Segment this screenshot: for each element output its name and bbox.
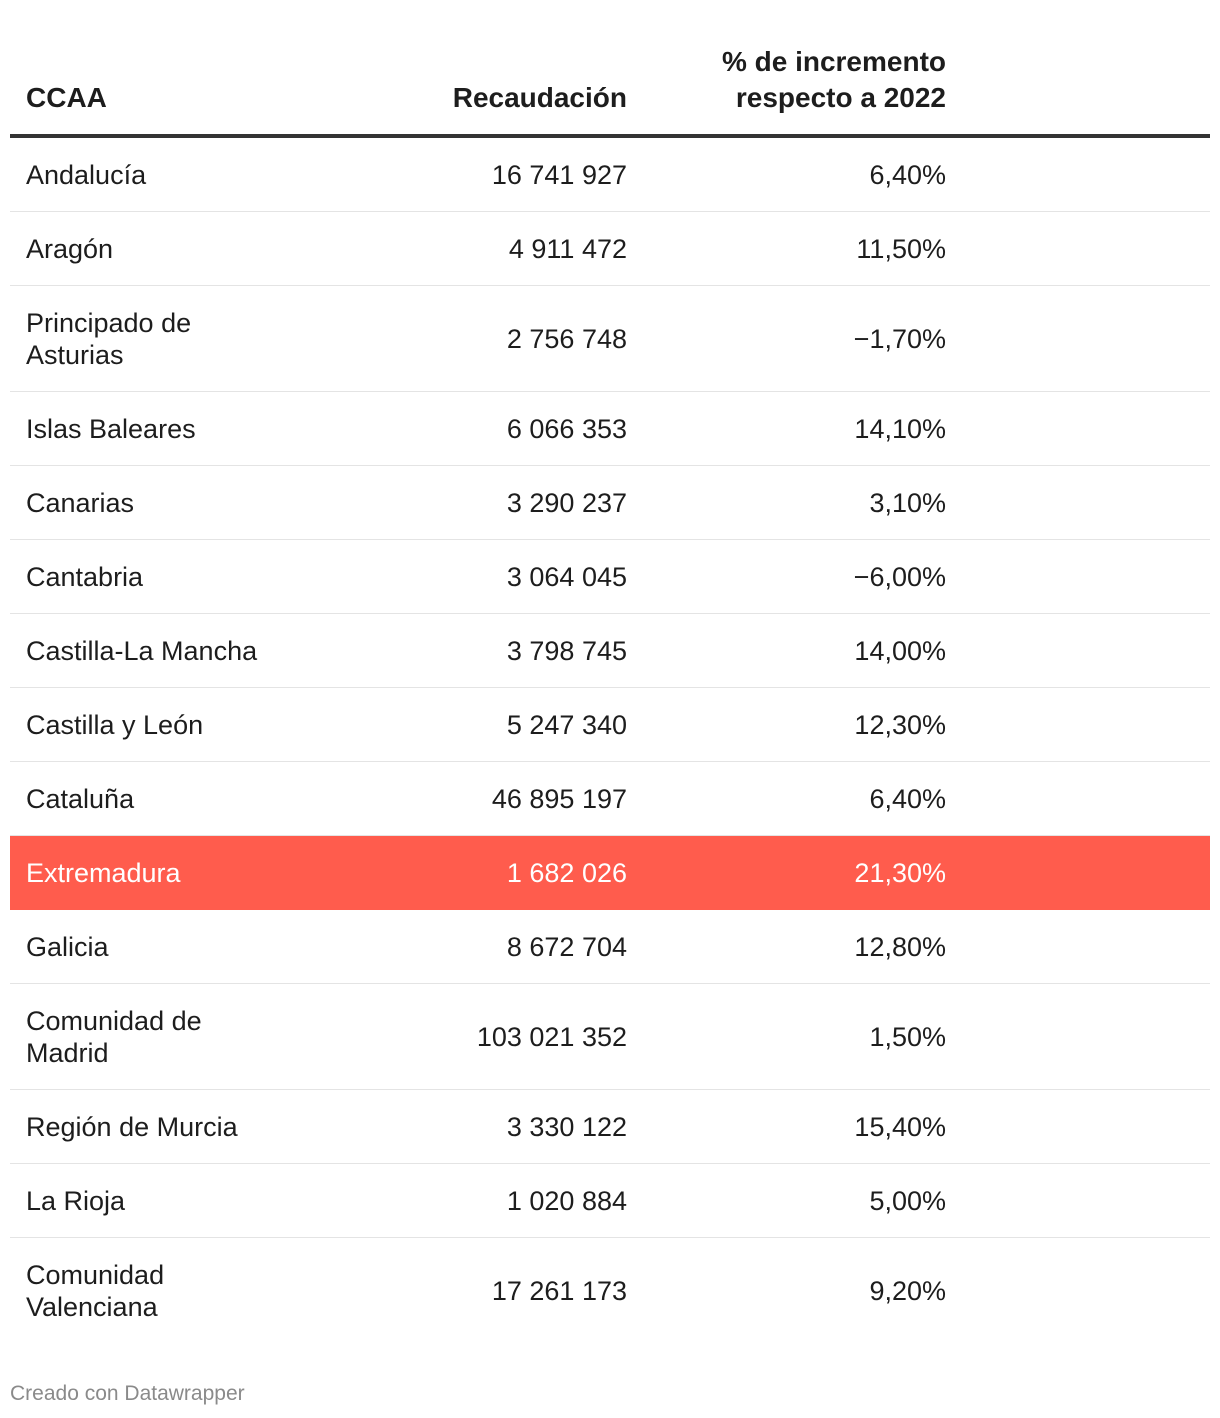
cell-ccaa: Principado de Asturias — [26, 307, 192, 370]
cell-recaudacion: 3 798 745 — [506, 635, 627, 666]
cell-incremento: 21,30% — [854, 857, 946, 888]
cell-incremento: 1,50% — [869, 1021, 946, 1052]
table-row: Región de Murcia 3 330 122 15,40% — [10, 1090, 1210, 1164]
table-row: Andalucía 16 741 927 6,40% — [10, 138, 1210, 212]
data-table: CCAA Recaudación % de incremento respect… — [10, 0, 1210, 1343]
table-row: Comunidad Valenciana 17 261 173 9,20% — [10, 1238, 1210, 1343]
footer-credit[interactable]: Creado con Datawrapper — [10, 1382, 245, 1405]
cell-incremento: 3,10% — [869, 487, 946, 518]
cell-ccaa: Comunidad de Madrid — [26, 1005, 202, 1068]
cell-ccaa: Comunidad Valenciana — [26, 1259, 165, 1322]
column-header-ccaa[interactable]: CCAA — [26, 82, 107, 113]
cell-recaudacion: 1 020 884 — [506, 1185, 627, 1216]
cell-incremento: 15,40% — [854, 1111, 946, 1142]
cell-ccaa: Cataluña — [26, 783, 135, 814]
cell-incremento: 12,30% — [854, 709, 946, 740]
table-row: Aragón 4 911 472 11,50% — [10, 212, 1210, 286]
cell-ccaa: Extremadura — [26, 857, 181, 888]
cell-recaudacion: 2 756 748 — [506, 323, 627, 354]
table-header: CCAA Recaudación % de incremento respect… — [10, 0, 1210, 138]
cell-incremento: 6,40% — [869, 783, 946, 814]
cell-incremento: −1,70% — [853, 323, 946, 354]
cell-ccaa: Andalucía — [26, 159, 147, 190]
table-row: Castilla-La Mancha 3 798 745 14,00% — [10, 614, 1210, 688]
cell-incremento: 11,50% — [856, 233, 946, 264]
cell-incremento: 5,00% — [869, 1185, 946, 1216]
table-row: Principado de Asturias 2 756 748 −1,70% — [10, 286, 1210, 392]
cell-recaudacion: 3 290 237 — [506, 487, 627, 518]
cell-ccaa: Castilla y León — [26, 709, 204, 740]
cell-ccaa: Canarias — [26, 487, 135, 518]
cell-ccaa: La Rioja — [26, 1185, 126, 1216]
cell-incremento: 14,00% — [854, 635, 946, 666]
cell-recaudacion: 6 066 353 — [506, 413, 627, 444]
cell-ccaa: Cantabria — [26, 561, 144, 592]
cell-recaudacion: 1 682 026 — [506, 857, 627, 888]
column-header-recaudacion[interactable]: Recaudación — [452, 82, 627, 113]
cell-recaudacion: 8 672 704 — [506, 931, 627, 962]
table-row: Islas Baleares 6 066 353 14,10% — [10, 392, 1210, 466]
cell-incremento: 9,20% — [869, 1275, 946, 1306]
table-row: Comunidad de Madrid 103 021 352 1,50% — [10, 984, 1210, 1090]
cell-recaudacion: 103 021 352 — [476, 1021, 627, 1052]
table-row-highlighted: Extremadura 1 682 026 21,30% — [10, 836, 1210, 910]
cell-recaudacion: 3 064 045 — [506, 561, 627, 592]
table-row: La Rioja 1 020 884 5,00% — [10, 1164, 1210, 1238]
cell-ccaa: Aragón — [26, 233, 114, 264]
cell-recaudacion: 3 330 122 — [506, 1111, 627, 1142]
cell-ccaa: Islas Baleares — [26, 413, 196, 444]
table-row: Canarias 3 290 237 3,10% — [10, 466, 1210, 540]
cell-recaudacion: 4 911 472 — [508, 233, 627, 264]
cell-incremento: 6,40% — [869, 159, 946, 190]
cell-ccaa: Galicia — [26, 931, 109, 962]
cell-recaudacion: 46 895 197 — [491, 783, 627, 814]
cell-recaudacion: 16 741 927 — [491, 159, 627, 190]
column-header-incremento[interactable]: % de incremento respecto a 2022 — [721, 46, 946, 113]
cell-incremento: 12,80% — [854, 931, 946, 962]
cell-recaudacion: 17 261 173 — [491, 1275, 627, 1306]
cell-recaudacion: 5 247 340 — [506, 709, 627, 740]
cell-ccaa: Castilla-La Mancha — [26, 635, 258, 666]
cell-incremento: −6,00% — [853, 561, 946, 592]
cell-ccaa: Región de Murcia — [26, 1111, 238, 1142]
table-row: Castilla y León 5 247 340 12,30% — [10, 688, 1210, 762]
table-row: Galicia 8 672 704 12,80% — [10, 910, 1210, 984]
table-row: Cataluña 46 895 197 6,40% — [10, 762, 1210, 836]
cell-incremento: 14,10% — [854, 413, 946, 444]
table-row: Cantabria 3 064 045 −6,00% — [10, 540, 1210, 614]
